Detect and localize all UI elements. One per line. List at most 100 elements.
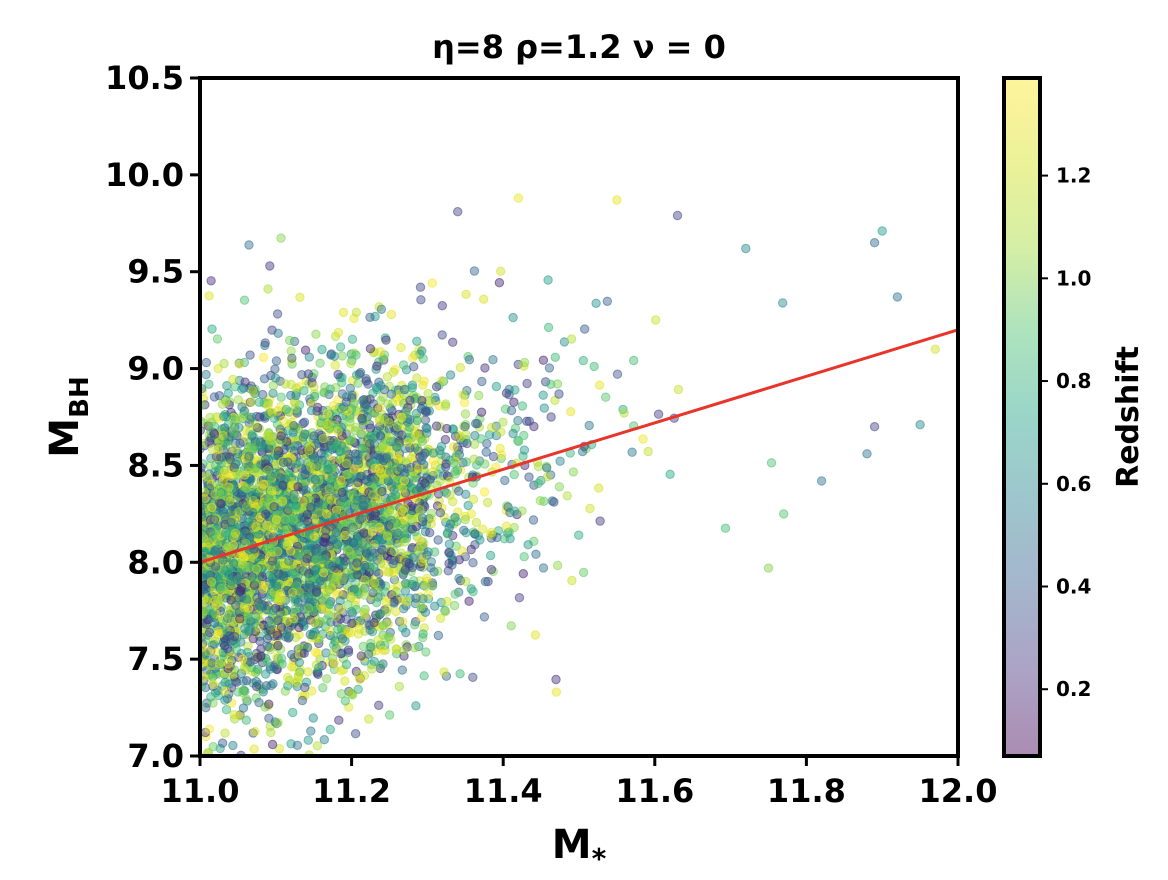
data-point — [554, 482, 565, 492]
data-point — [431, 382, 442, 392]
data-point — [293, 482, 303, 492]
data-point — [230, 528, 241, 538]
data-point — [643, 446, 653, 457]
data-point — [578, 355, 588, 366]
data-point — [485, 550, 496, 561]
data-point — [464, 355, 475, 365]
data-point — [433, 630, 444, 641]
data-point — [272, 630, 282, 641]
data-point — [476, 407, 487, 417]
data-point — [262, 633, 273, 644]
data-point — [322, 674, 332, 684]
colorbar-tick-label: 0.2 — [1056, 677, 1091, 701]
data-point — [595, 516, 605, 526]
data-point — [310, 565, 321, 575]
data-point — [209, 429, 220, 439]
data-point — [384, 418, 394, 428]
data-point — [629, 355, 639, 366]
data-point — [577, 446, 588, 457]
data-point — [494, 278, 505, 288]
data-point — [241, 694, 251, 704]
data-point — [513, 415, 523, 426]
data-point — [304, 445, 314, 456]
data-point — [401, 557, 411, 567]
data-point — [353, 684, 363, 694]
data-point — [439, 667, 449, 677]
data-point — [276, 431, 286, 441]
y-tick-label: 7.5 — [127, 640, 184, 678]
data-point — [238, 654, 248, 664]
data-point — [397, 506, 407, 516]
data-point — [337, 377, 347, 388]
data-point — [351, 307, 361, 317]
data-point — [278, 480, 288, 490]
data-point — [450, 512, 460, 523]
data-point — [309, 431, 319, 441]
data-point — [235, 413, 246, 423]
data-point — [509, 397, 519, 407]
data-point — [554, 389, 564, 399]
data-point — [262, 641, 273, 651]
data-point — [418, 354, 428, 364]
data-point — [368, 433, 378, 444]
data-point — [201, 357, 212, 368]
data-point — [225, 454, 236, 465]
data-point — [297, 695, 308, 706]
data-point — [254, 622, 264, 632]
data-point — [202, 619, 212, 629]
data-point — [223, 388, 234, 398]
data-point — [530, 630, 541, 640]
data-point — [816, 476, 827, 486]
x-axis-label: M* — [552, 822, 607, 875]
data-point — [653, 409, 664, 419]
data-point — [251, 612, 261, 622]
data-point — [284, 631, 294, 642]
data-point — [238, 703, 249, 713]
data-point — [265, 436, 276, 446]
data-point — [399, 384, 410, 395]
data-point — [460, 409, 471, 419]
data-point — [378, 621, 388, 631]
data-point — [399, 476, 409, 486]
data-point — [306, 726, 316, 736]
data-point — [496, 266, 506, 276]
data-point — [651, 315, 661, 325]
data-point — [355, 515, 365, 525]
data-point — [407, 579, 417, 590]
data-point — [261, 509, 271, 519]
data-point — [379, 566, 389, 576]
data-point — [549, 497, 559, 507]
data-point — [514, 593, 525, 603]
data-point — [249, 744, 259, 754]
data-point — [409, 362, 419, 372]
data-point — [543, 275, 553, 285]
data-point — [336, 689, 347, 699]
data-point — [271, 515, 282, 525]
data-point — [495, 443, 505, 454]
y-axis-label-sub: BH — [65, 376, 95, 418]
data-point — [720, 523, 731, 533]
data-point — [329, 646, 339, 657]
data-point — [265, 261, 275, 271]
data-point — [207, 658, 217, 668]
data-point — [210, 546, 220, 556]
data-point — [237, 582, 247, 593]
data-point — [287, 353, 297, 363]
data-point — [310, 617, 320, 628]
data-point — [333, 327, 344, 338]
data-point — [309, 453, 319, 464]
data-point — [403, 437, 413, 447]
data-point — [360, 575, 370, 585]
data-point — [506, 621, 516, 631]
data-point — [219, 358, 229, 369]
data-point — [448, 496, 458, 507]
data-point — [405, 395, 415, 406]
x-axis-label-main: M — [552, 822, 592, 868]
data-point — [501, 521, 512, 531]
data-point — [461, 576, 471, 587]
data-point — [353, 378, 363, 388]
data-point — [266, 542, 277, 553]
y-tick-label: 8.5 — [127, 446, 184, 484]
data-point — [374, 443, 385, 454]
data-point — [455, 362, 466, 373]
